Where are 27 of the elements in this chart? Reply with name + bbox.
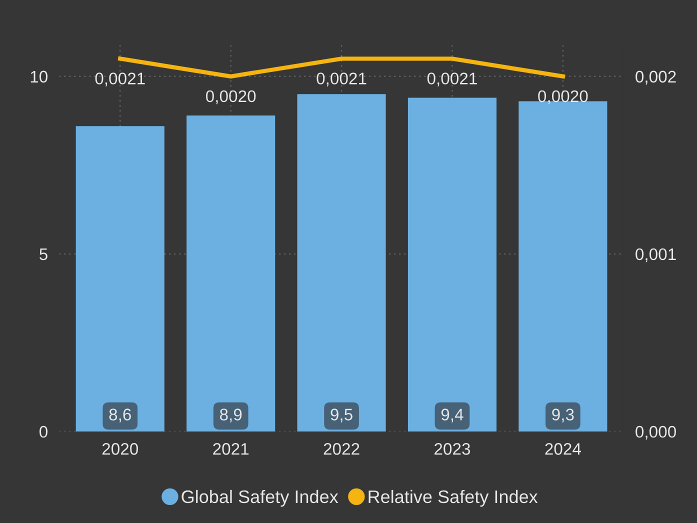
x-tick-label: 2020 — [102, 443, 138, 455]
data-label: 0,0020 — [538, 90, 588, 104]
x-tick-label: 2022 — [324, 443, 360, 455]
x-tick-label: 2021 — [213, 443, 249, 455]
y-tick-label: 5 — [40, 248, 48, 260]
data-label: 9,5 — [330, 408, 352, 422]
x-tick-label: 2024 — [545, 443, 581, 455]
data-label: 0,0021 — [95, 72, 145, 86]
data-label: 0,0020 — [206, 90, 256, 104]
y2-tick-label: 0,001 — [636, 248, 676, 262]
data-label: 9,4 — [441, 408, 464, 422]
legend-label: Global Safety Index — [182, 490, 338, 507]
data-label: 8,9 — [220, 408, 242, 422]
y-tick-label: 0 — [40, 426, 48, 438]
bar — [76, 126, 164, 432]
y2-tick-label: 0,002 — [636, 70, 676, 85]
data-label: 0,0021 — [316, 72, 366, 86]
bar — [297, 94, 386, 432]
y2-tick-label: 0,000 — [636, 426, 676, 440]
legend-label: Relative Safety Index — [368, 490, 538, 507]
bar — [186, 115, 276, 432]
data-label: 9,3 — [552, 408, 574, 422]
data-label: 8,6 — [109, 408, 131, 422]
data-label: 0,0021 — [427, 72, 477, 86]
y-tick-label: 10 — [30, 70, 48, 83]
x-tick-label: 2023 — [434, 443, 470, 455]
bar — [408, 98, 497, 432]
